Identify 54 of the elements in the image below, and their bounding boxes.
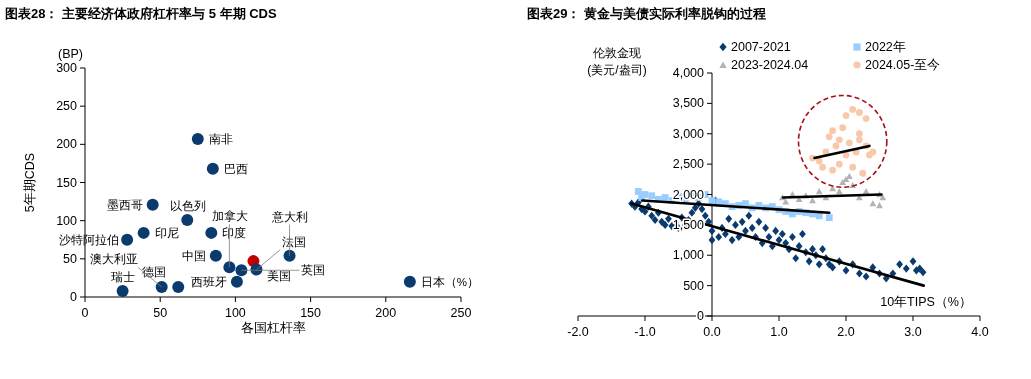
text: (BP) <box>58 47 83 61</box>
x-axis-title: 各国杠杆率 <box>240 320 306 335</box>
y-tick-label: 0 <box>70 290 78 304</box>
y-tick-label: 4,000 <box>672 66 705 80</box>
x-tick-label: 200 <box>375 306 397 320</box>
chart-title: 图表29： 黄金与美债实际利率脱钩的过程 <box>527 5 767 21</box>
annotation: 印尼 <box>154 226 179 239</box>
y-tick-label: 150 <box>56 175 78 190</box>
annotation: 加拿大 <box>212 210 249 223</box>
annotation: 巴西 <box>223 162 248 175</box>
annotation: 法国 <box>282 235 307 248</box>
annotation: 印度 <box>222 225 247 239</box>
x-tick-label: 250 <box>450 306 472 320</box>
annotation: 墨西哥 <box>107 198 144 211</box>
y-tick-label: 50 <box>63 251 78 266</box>
y-axis-title: 5年期CDS <box>23 152 37 213</box>
annotation: 南非 <box>208 132 233 145</box>
x-tick-label: 100 <box>224 306 246 320</box>
annotation: 澳大利亚 <box>89 253 138 266</box>
y-tick-label: 250 <box>56 99 78 114</box>
x-tick-label: 0.0 <box>703 325 721 339</box>
y-tick-label: 3,500 <box>672 96 705 111</box>
y-tick-label: 2,000 <box>672 187 705 202</box>
annotation: 美国 <box>266 269 291 283</box>
annotation: 中国 <box>181 249 206 262</box>
x-tick-label: 0 <box>81 306 89 320</box>
x-tick-label: -2.0 <box>567 325 589 339</box>
annotation: 日本（%） <box>420 275 480 289</box>
y-tick-label: 200 <box>56 137 78 152</box>
annotation: 德国 <box>142 265 167 278</box>
annotation: 以色列 <box>170 199 207 212</box>
annotation: 瑞士 <box>111 270 136 283</box>
annotation: 西班牙 <box>191 275 228 288</box>
y-tick-label: 100 <box>56 213 78 228</box>
x-tick-label: 50 <box>153 306 168 320</box>
y-axis-title: 伦敦金现 (美元/盎司) <box>587 46 647 77</box>
x-axis-title: 10年TIPS（%） <box>880 295 972 309</box>
annotation: 意大利 <box>271 210 309 223</box>
y-tick-label: 2,500 <box>672 157 705 172</box>
x-tick-label: 2.0 <box>837 325 855 339</box>
chart-title: 图表28： 主要经济体政府杠杆率与 5 年期 CDS <box>5 5 277 21</box>
y-tick-label: 3,000 <box>672 126 705 141</box>
x-tick-label: 3.0 <box>904 325 922 339</box>
legend-label: 2022年 <box>865 40 906 54</box>
x-tick-label: -1.0 <box>634 325 656 339</box>
x-tick-label: 4.0 <box>971 325 989 339</box>
annotation: 沙特阿拉伯 <box>58 233 119 246</box>
annotation: 英国 <box>301 264 326 277</box>
x-tick-label: 1.0 <box>770 325 788 339</box>
y-tick-label: 500 <box>683 278 705 293</box>
y-tick-label: 1,000 <box>672 248 705 263</box>
x-tick-label: 150 <box>300 306 322 320</box>
legend-label: 2007-2021 <box>731 40 791 54</box>
y-tick-label: 300 <box>56 61 78 75</box>
